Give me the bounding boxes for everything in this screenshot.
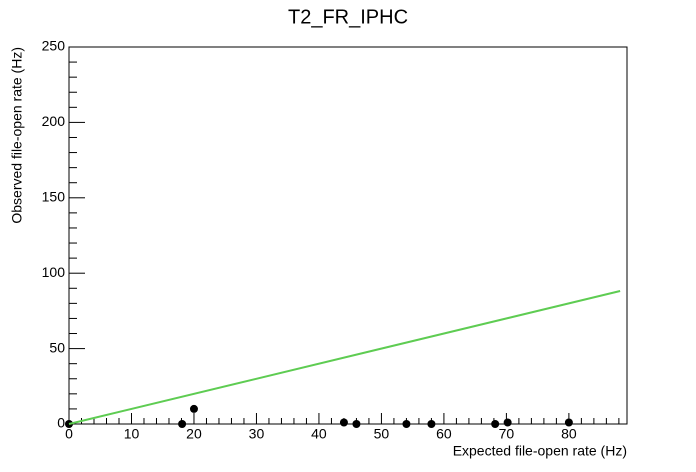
data-point: [352, 420, 361, 428]
data-point: [564, 418, 573, 427]
x-tick-label: 20: [186, 426, 202, 442]
y-tick-label: 250: [42, 38, 66, 54]
y-tick-label: 150: [42, 189, 66, 205]
data-point: [402, 420, 411, 428]
reference-line: [68, 290, 621, 425]
y-tick-label: 50: [49, 339, 65, 355]
data-point: [339, 418, 348, 427]
data-point: [503, 418, 512, 427]
x-axis-label: Expected file-open rate (Hz): [453, 443, 627, 459]
data-point: [189, 404, 198, 413]
data-point: [491, 420, 500, 428]
x-tick-label: 30: [249, 426, 265, 442]
x-tick-label: 50: [374, 426, 390, 442]
data-point: [427, 420, 436, 428]
data-point: [178, 420, 187, 428]
plot-frame: [68, 46, 628, 425]
x-tick-label: 40: [311, 426, 327, 442]
y-axis-label: Observed file-open rate (Hz): [9, 47, 25, 224]
chart-title: T2_FR_IPHC: [288, 6, 408, 28]
x-tick-label: 70: [499, 426, 515, 442]
x-tick-label: 80: [561, 426, 577, 442]
y-tick-label: 0: [57, 415, 65, 431]
x-tick-label: 0: [65, 426, 73, 442]
x-tick-label: 60: [436, 426, 452, 442]
x-tick-label: 10: [124, 426, 140, 442]
y-tick-label: 200: [42, 113, 66, 129]
y-tick-label: 100: [42, 264, 66, 280]
